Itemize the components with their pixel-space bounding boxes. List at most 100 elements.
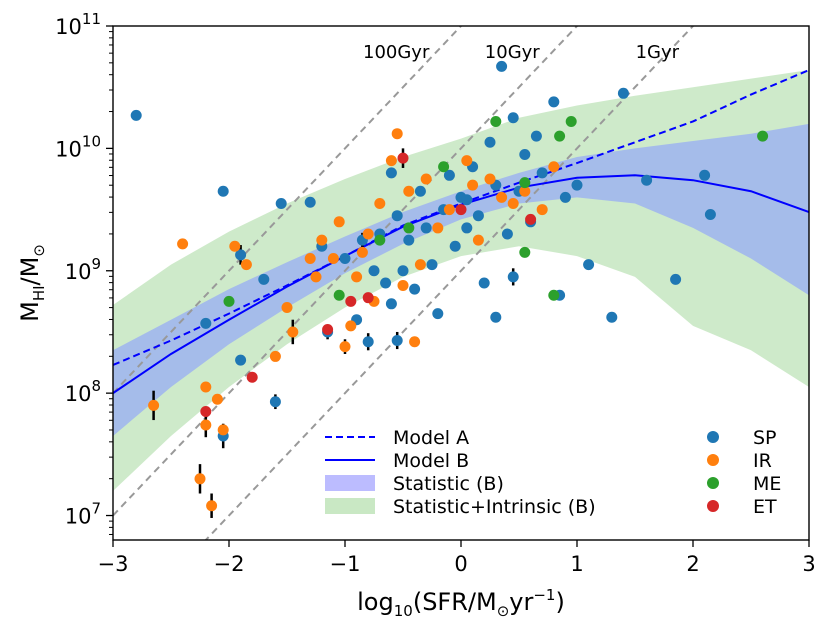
data-point-ir [211,393,223,405]
data-point-sp [258,273,270,285]
data-point-sp [583,259,595,271]
data-point-ir [461,155,473,167]
data-point-sp [478,277,490,289]
legend-marker-ir [707,454,719,466]
data-point-sp [617,87,629,99]
x-axis-label: log10(SFR/M⊙yr−1) [357,586,565,620]
data-point-ir [507,197,519,209]
data-point-ir [217,424,229,436]
data-point-sp [606,311,618,323]
data-point-sp [530,130,542,142]
data-point-ir [374,197,386,209]
data-point-sp [385,298,397,310]
legend-label: Statistic+Intrinsic (B) [393,496,596,518]
data-point-ir [200,381,212,393]
legend-marker-me [707,477,719,489]
isochrone-label: 10Gyr [485,42,541,63]
data-point-sp [391,210,403,222]
data-point-me [374,234,386,246]
data-point-ir [304,253,316,265]
data-point-ir [519,185,531,197]
data-points [130,60,769,512]
data-point-ir [177,238,189,250]
x-tick-label: 0 [454,552,467,576]
data-point-sp [699,169,711,181]
data-point-ir [391,128,403,140]
data-point-sp [559,191,571,203]
data-point-sp [403,234,415,246]
data-point-sp [235,354,247,366]
legend-marker-label: SP [753,427,777,449]
legend-label: Model B [393,450,469,472]
legend-marker-label: IR [753,450,772,472]
data-point-me [223,295,235,307]
data-point-ir [484,173,496,185]
data-point-sp [414,185,426,197]
data-point-sp [519,149,531,160]
data-point-ir [339,341,351,353]
data-point-sp [391,335,403,347]
data-point-ir [356,246,368,258]
data-point-ir [333,216,345,228]
data-point-sp [548,96,560,108]
data-point-sp [507,271,519,283]
data-point-sp [217,185,229,197]
data-point-et [322,324,334,336]
data-point-ir [327,253,339,265]
legend-marker-label: ME [753,473,781,495]
data-point-ir [148,399,160,411]
isochrone-label: 100Gyr [363,42,430,63]
data-point-et [525,213,537,225]
data-point-ir [287,326,299,338]
x-tick-label: −2 [214,552,245,576]
data-point-sp [304,196,316,208]
data-point-sp [380,277,392,289]
data-point-me [333,289,345,301]
data-point-sp [496,60,508,72]
data-point-sp [130,109,142,121]
data-point-sp [275,197,287,209]
data-point-sp [443,169,455,181]
data-point-ir [345,320,357,332]
data-point-sp [641,174,653,186]
model-a-line [113,69,809,366]
data-point-me [565,115,577,127]
data-point-et [455,204,467,216]
data-point-sp [339,253,351,265]
data-point-ir [310,271,322,283]
data-point-sp [670,273,682,285]
data-point-ir [240,259,252,271]
data-point-ir [206,500,218,512]
data-point-ir [281,301,293,313]
data-point-ir [194,473,206,485]
data-point-ir [467,179,479,191]
y-tick-label: 1010 [55,132,101,161]
data-point-sp [571,179,583,191]
isochrone-label: 1Gyr [636,42,680,63]
data-point-sp [269,396,281,408]
isochrone-line [113,26,579,517]
data-point-ir [351,271,363,283]
legend-swatch-statistic [325,475,375,491]
data-point-sp [501,228,513,240]
data-point-ir [536,204,548,216]
data-point-sp [704,208,716,220]
data-point-et [246,371,258,383]
data-point-sp [472,210,484,222]
data-point-ir [269,350,281,362]
data-point-sp [432,308,444,320]
data-point-me [519,246,531,258]
data-point-sp [362,336,374,348]
data-point-sp [484,136,496,148]
legend-marker-label: ET [753,496,777,518]
x-tick-label: −1 [330,552,361,576]
data-point-sp [235,249,247,261]
data-point-sp [449,240,461,252]
y-tick-label: 108 [65,377,101,406]
data-point-me [519,177,531,189]
data-point-ir [472,234,484,246]
data-point-sp [420,222,432,234]
x-tick-label: 3 [802,552,815,576]
data-point-ir [420,173,432,185]
